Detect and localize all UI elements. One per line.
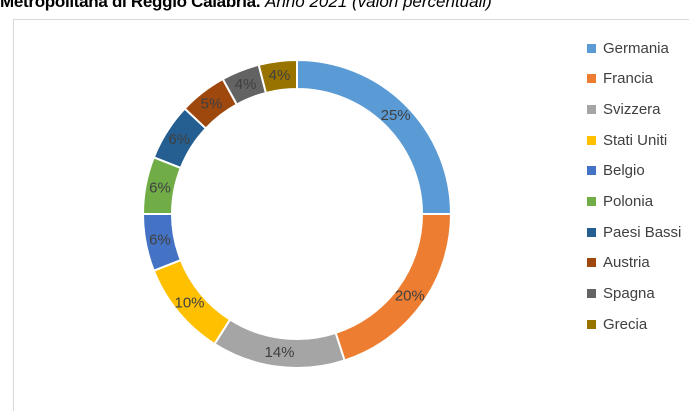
chart-frame bbox=[13, 19, 689, 411]
chart-title-bold: Metropolitana di Reggio Calabria. bbox=[0, 0, 261, 11]
legend-item-germania: Germania bbox=[587, 38, 681, 58]
data-label-belgio: 6% bbox=[149, 232, 171, 249]
legend-label: Svizzera bbox=[603, 100, 661, 118]
legend-swatch bbox=[587, 319, 596, 329]
data-label-grecia: 4% bbox=[269, 67, 291, 84]
legend-label: Francia bbox=[603, 70, 654, 88]
legend-label: Polonia bbox=[603, 192, 654, 210]
slice-francia bbox=[334, 213, 453, 362]
legend-item-svizzera: Svizzera bbox=[587, 99, 681, 119]
legend-swatch bbox=[587, 166, 596, 176]
legend-label: Belgio bbox=[603, 162, 645, 180]
legend-item-belgio: Belgio bbox=[587, 161, 681, 181]
legend-label: Grecia bbox=[603, 315, 648, 333]
data-label-francia: 20% bbox=[395, 287, 425, 304]
legend-item-grecia: Grecia bbox=[587, 314, 681, 334]
chart-title: Metropolitana di Reggio Calabria. Anno 2… bbox=[0, 0, 689, 13]
donut-labels: 25% 20% 14% 10% 6% 6% 6% 5% 4% 4% bbox=[149, 67, 425, 361]
legend-swatch bbox=[587, 289, 596, 298]
chart-title-italic: Anno 2021 (valori percentuali) bbox=[264, 0, 492, 11]
legend-swatch bbox=[587, 43, 596, 53]
donut-slices bbox=[141, 58, 453, 369]
slice-germania bbox=[296, 58, 453, 215]
data-label-germania: 25% bbox=[381, 107, 411, 124]
legend-item-polonia: Polonia bbox=[587, 191, 681, 211]
data-label-austria: 5% bbox=[201, 95, 223, 112]
slice-grecia bbox=[257, 58, 298, 95]
data-label-spagna: 4% bbox=[235, 76, 257, 93]
legend-swatch bbox=[587, 74, 596, 84]
legend-swatch bbox=[587, 196, 596, 206]
legend-item-austria: Austria bbox=[587, 253, 681, 273]
data-label-svizzera: 14% bbox=[265, 344, 295, 361]
legend-swatch bbox=[587, 258, 596, 268]
chart-legend: Germania Francia Svizzera Stati Uniti Belgio… bbox=[587, 38, 681, 345]
data-label-stati-uniti: 10% bbox=[174, 294, 204, 311]
legend-swatch bbox=[587, 104, 596, 114]
legend-label: Stati Uniti bbox=[603, 131, 668, 149]
legend-label: Germania bbox=[603, 39, 669, 57]
data-label-polonia: 6% bbox=[149, 179, 171, 196]
legend-label: Spagna bbox=[603, 285, 655, 302]
legend-swatch bbox=[587, 135, 596, 145]
data-label-paesi-bassi: 6% bbox=[168, 131, 190, 148]
legend-item-stati-uniti: Stati Uniti bbox=[587, 130, 681, 150]
legend-label: Paesi Bassi bbox=[603, 223, 682, 241]
legend-item-francia: Francia bbox=[587, 69, 681, 89]
legend-item-spagna: Spagna bbox=[587, 284, 681, 304]
legend-swatch bbox=[587, 227, 596, 237]
legend-item-paesi-bassi: Paesi Bassi bbox=[587, 222, 681, 242]
legend-label: Austria bbox=[603, 254, 650, 272]
